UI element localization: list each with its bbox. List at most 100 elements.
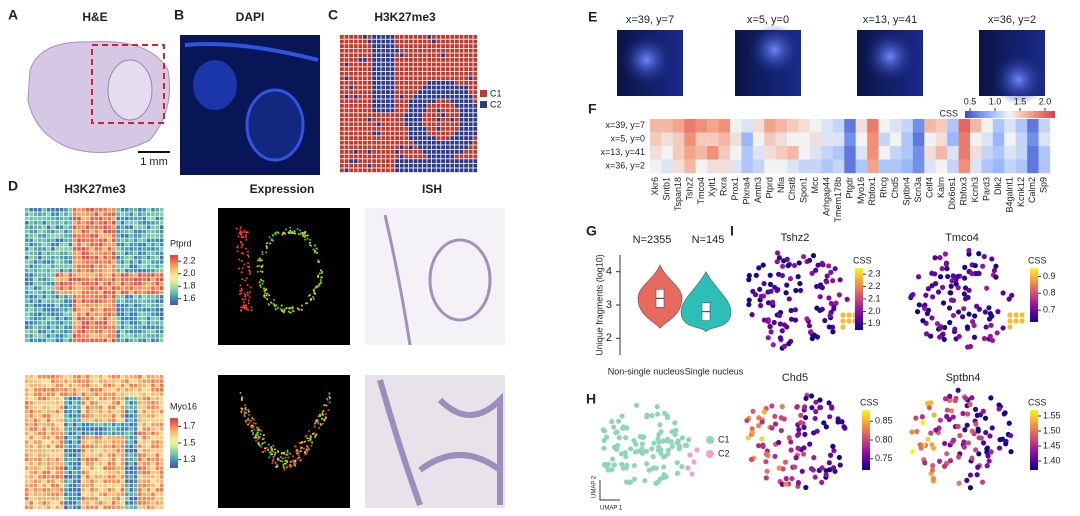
expression-spot (103, 295, 107, 299)
expression-spot (107, 379, 112, 383)
cluster-spot (399, 108, 404, 113)
expression-spot (133, 431, 138, 436)
expression-spot (46, 312, 51, 316)
expression-dot (281, 233, 284, 236)
expression-spot (151, 448, 155, 453)
cluster-spot (413, 85, 418, 90)
expression-dot (251, 417, 254, 420)
expression-spot (116, 221, 120, 225)
expression-spot (85, 475, 90, 479)
cell-point (943, 260, 950, 266)
expression-spot (64, 383, 68, 388)
expression-spot (138, 427, 142, 431)
expression-spot (29, 483, 33, 488)
expression-spot (151, 488, 155, 492)
cluster-spot (363, 76, 367, 81)
cell-point (944, 451, 950, 457)
expression-spot (81, 462, 86, 466)
expression-spot (25, 303, 29, 308)
cell-point (627, 446, 634, 452)
expression-spot (25, 255, 29, 260)
expression-spot (103, 208, 107, 212)
expression-dot (248, 266, 251, 269)
expression-spot (94, 479, 99, 483)
expression-spot (159, 264, 164, 269)
cluster-spot (390, 159, 395, 163)
cell-point (810, 467, 816, 473)
expression-spot (29, 290, 33, 295)
expression-spot (72, 225, 77, 229)
cluster-spot (445, 58, 450, 62)
expression-spot (125, 260, 129, 264)
expression-spot (25, 208, 29, 212)
expression-spot (81, 401, 86, 405)
cluster-spot (422, 81, 427, 85)
expression-spot (77, 405, 81, 410)
expression-spot (94, 448, 99, 453)
heatmap-cell (844, 146, 856, 160)
cluster-spot (376, 94, 381, 99)
expression-spot (33, 212, 38, 216)
expression-spot (51, 440, 55, 444)
expression-spot (107, 475, 112, 479)
expression-spot (72, 295, 77, 299)
expression-spot (85, 321, 90, 325)
expression-spot (151, 431, 155, 436)
cluster-spot (390, 71, 395, 76)
expression-spot (46, 247, 51, 251)
cluster-spot (455, 44, 459, 48)
expression-spot (46, 264, 51, 269)
expression-spot (155, 375, 160, 379)
expression-spot (155, 444, 160, 449)
cell-point (949, 278, 955, 284)
expression-spot (146, 383, 151, 388)
expression-spot (142, 251, 147, 256)
cluster-spot (363, 122, 367, 127)
cluster-spot (349, 131, 353, 136)
expression-spot (155, 216, 160, 221)
colorbar-tick-label: 1.6 (183, 293, 196, 303)
expression-spot (125, 388, 129, 392)
cell-point (926, 405, 932, 411)
expression-dot (293, 459, 296, 462)
cluster-spot (459, 85, 464, 90)
expression-spot (77, 277, 81, 282)
expression-spot (29, 383, 33, 388)
cluster-spot (445, 136, 450, 140)
expression-spot (98, 496, 103, 501)
expression-spot (77, 242, 81, 247)
expression-spot (64, 448, 68, 453)
cell-point (789, 475, 795, 482)
cell-point (836, 292, 843, 298)
heatmap-cell (810, 159, 822, 174)
cluster-spot (436, 140, 441, 145)
expression-spot (142, 379, 147, 383)
cluster-spot (367, 168, 372, 173)
expression-spot (55, 418, 60, 423)
expression-dot (268, 236, 271, 239)
expression-spot (107, 251, 112, 256)
expression-spot (64, 496, 68, 501)
expression-spot (72, 396, 77, 401)
expression-spot (25, 229, 29, 234)
cluster-spot (464, 154, 468, 159)
expression-spot (29, 299, 33, 303)
expression-dot (300, 304, 303, 307)
expression-dot (252, 425, 255, 428)
cluster-spot (367, 150, 372, 154)
cell-point (639, 448, 646, 454)
expression-spot (29, 303, 33, 308)
cluster-spot (409, 81, 413, 85)
cluster-spot (390, 58, 395, 62)
expression-dot (307, 430, 310, 433)
cell-point (811, 454, 817, 461)
expression-spot (72, 453, 77, 457)
cluster-spot (399, 159, 404, 163)
expression-spot (112, 501, 116, 505)
cell-point (840, 324, 846, 330)
expression-spot (29, 405, 33, 410)
cluster-spot (432, 53, 436, 58)
expression-spot (107, 453, 112, 457)
expression-spot (98, 338, 103, 343)
cluster-spot (363, 71, 367, 76)
